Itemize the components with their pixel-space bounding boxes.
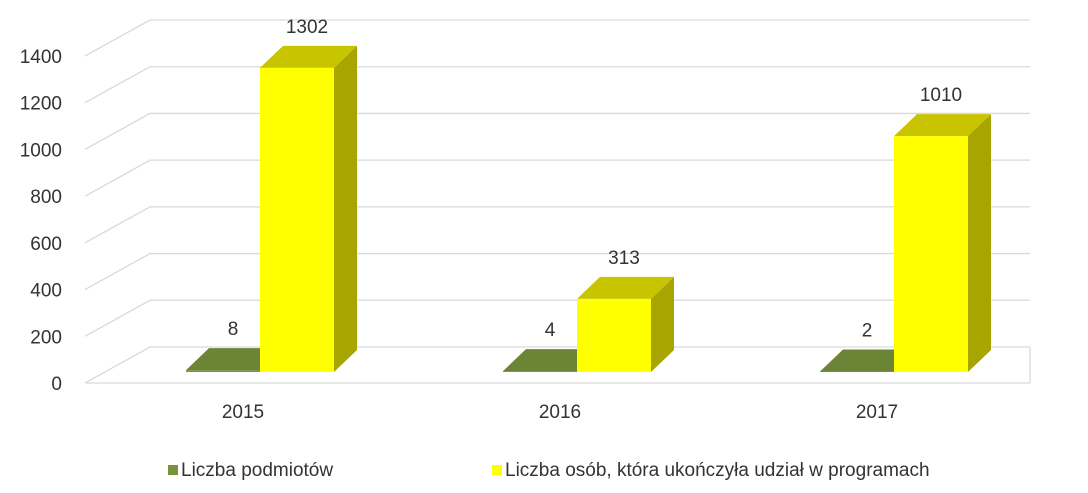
y-tick-label: 200 (30, 327, 62, 348)
data-label: 313 (608, 248, 640, 269)
legend-label: Liczba podmiotów (181, 460, 333, 481)
y-tick-label: 800 (30, 187, 62, 208)
grid-line (85, 160, 1030, 196)
data-label: 4 (545, 320, 556, 341)
bar (186, 370, 260, 372)
y-tick-label: 1400 (20, 47, 62, 68)
bar (894, 136, 968, 372)
grid-line (85, 254, 1030, 290)
x-tick-label: 2017 (856, 402, 898, 423)
y-tick-label: 400 (30, 281, 62, 302)
data-label: 1010 (920, 85, 962, 106)
y-tick-label: 0 (51, 374, 62, 395)
x-tick-label: 2016 (539, 402, 581, 423)
legend-swatch (168, 465, 178, 475)
x-tick-label: 2015 (222, 402, 264, 423)
bar (503, 371, 577, 372)
y-tick-label: 600 (30, 234, 62, 255)
y-tick-label: 1200 (20, 94, 62, 115)
grid-line (85, 113, 1030, 149)
legend-label: Liczba osób, która ukończyła udział w pr… (505, 460, 930, 481)
bar-side (968, 114, 991, 372)
y-tick-label: 1000 (20, 140, 62, 161)
bar (577, 299, 651, 372)
grid-line (85, 67, 1030, 103)
grid-line (85, 20, 1030, 56)
data-label: 2 (862, 321, 873, 342)
grid-line (85, 207, 1030, 243)
bar (260, 68, 334, 372)
data-label: 8 (228, 319, 239, 340)
legend-swatch (492, 465, 502, 475)
bar-side (334, 46, 357, 372)
data-label: 1302 (286, 17, 328, 38)
